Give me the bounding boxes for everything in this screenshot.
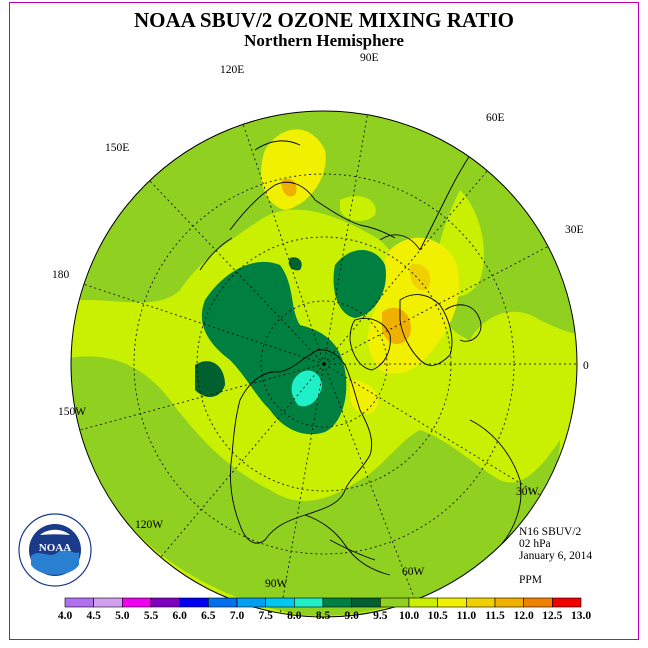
colorbar-tick-label: 8.5 (316, 610, 331, 622)
lon-label-30W: 30W (516, 486, 539, 498)
region-9-5-east (440, 140, 577, 330)
region-7-5-hudson (291, 370, 322, 407)
lon-label-120E: 120E (220, 64, 244, 76)
colorbar: 4.0 4.5 5.0 5.5 6.0 6.5 7.0 7.5 8.0 8.5 9.0 9.5 10.0… (58, 597, 591, 622)
colorbar-tick-label: 11.0 (457, 610, 477, 622)
region-10-0-b (340, 195, 376, 222)
info-satellite: N16 SBUV/2 (519, 526, 582, 538)
lon-label-150W: 150W (58, 406, 86, 418)
colorbar-swatch (236, 597, 266, 608)
colorbar-swatch (380, 597, 410, 608)
colorbar-swatch (494, 597, 524, 608)
lat-circle-75 (260, 300, 388, 428)
region-11-0-a (409, 264, 431, 291)
lon-label-150E: 150E (105, 142, 129, 154)
region-9-5-south (71, 356, 560, 616)
noaa-logo: NOAA (18, 513, 92, 587)
colorbar-swatch (466, 597, 496, 608)
map-title: NOAA SBUV/2 OZONE MIXING RATIO (134, 8, 514, 32)
colorbar-swatch (408, 597, 438, 608)
colorbar-swatch (265, 597, 295, 608)
lon-label-180: 180 (52, 269, 70, 281)
lon-label-60E: 60E (486, 112, 505, 124)
colorbar-tick-label: 4.5 (86, 610, 101, 622)
info-date: January 6, 2014 (519, 550, 593, 562)
colorbar-tick-label: 10.0 (399, 610, 419, 622)
colorbar-swatch (150, 597, 180, 608)
region-8-5-small (288, 257, 302, 271)
colorbar-swatch (64, 597, 94, 608)
colorbar-tick-label: 7.0 (230, 610, 245, 622)
colorbar-swatch (122, 597, 152, 608)
colorbar-swatch (294, 597, 324, 608)
colorbar-tick-label: 11.5 (485, 610, 505, 622)
region-10-5-asia (261, 129, 326, 210)
colorbar-tick-label: 9.0 (344, 610, 359, 622)
colorbar-swatch (552, 597, 582, 608)
colorbar-tick-label: 8.0 (287, 610, 302, 622)
info-units: PPM (519, 574, 543, 586)
colorbar-swatch (93, 597, 123, 608)
region-8-5-pacific (195, 361, 225, 397)
colorbar-tick-label: 9.5 (373, 610, 388, 622)
colorbar-tick-label: 5.5 (144, 610, 159, 622)
meridians (71, 111, 577, 616)
colorbar-swatch (208, 597, 238, 608)
colorbar-swatch (179, 597, 209, 608)
colorbar-tick-label: 13.0 (571, 610, 591, 622)
coastlines (199, 139, 522, 576)
lon-label-30E: 30E (565, 224, 584, 236)
colorbar-tick-label: 5.0 (115, 610, 130, 622)
colorbar-tick-label: 7.5 (258, 610, 273, 622)
noaa-logo-text: NOAA (39, 542, 71, 554)
colorbar-tick-label: 6.0 (172, 610, 187, 622)
colorbar-tick-label: 4.0 (58, 610, 73, 622)
lon-label-90W: 90W (265, 578, 288, 590)
figure-frame (9, 2, 639, 640)
colorbar-swatch (523, 597, 553, 608)
region-9-0-inner (345, 266, 369, 289)
colorbar-swatch (351, 597, 381, 608)
lon-label-120W: 120W (135, 519, 163, 531)
lon-label-60W: 60W (402, 566, 425, 578)
info-pressure: 02 hPa (519, 538, 551, 550)
colorbar-tick-label: 12.5 (542, 610, 562, 622)
colorbar-tick-label: 6.5 (201, 610, 216, 622)
lon-label-90E: 90E (360, 52, 379, 64)
colorbar-tick-label: 12.0 (514, 610, 534, 622)
colorbar-swatch (437, 597, 467, 608)
colorbar-tick-label: 10.5 (428, 610, 448, 622)
map-subtitle: Northern Hemisphere (244, 31, 404, 50)
colorbar-swatch (322, 597, 352, 608)
lon-label-0: 0 (583, 360, 589, 372)
longitude-label-group: 90E 60E 30E 0 30W 60W 90W 120W 150W 180 … (52, 52, 589, 590)
map-border (70, 110, 578, 618)
